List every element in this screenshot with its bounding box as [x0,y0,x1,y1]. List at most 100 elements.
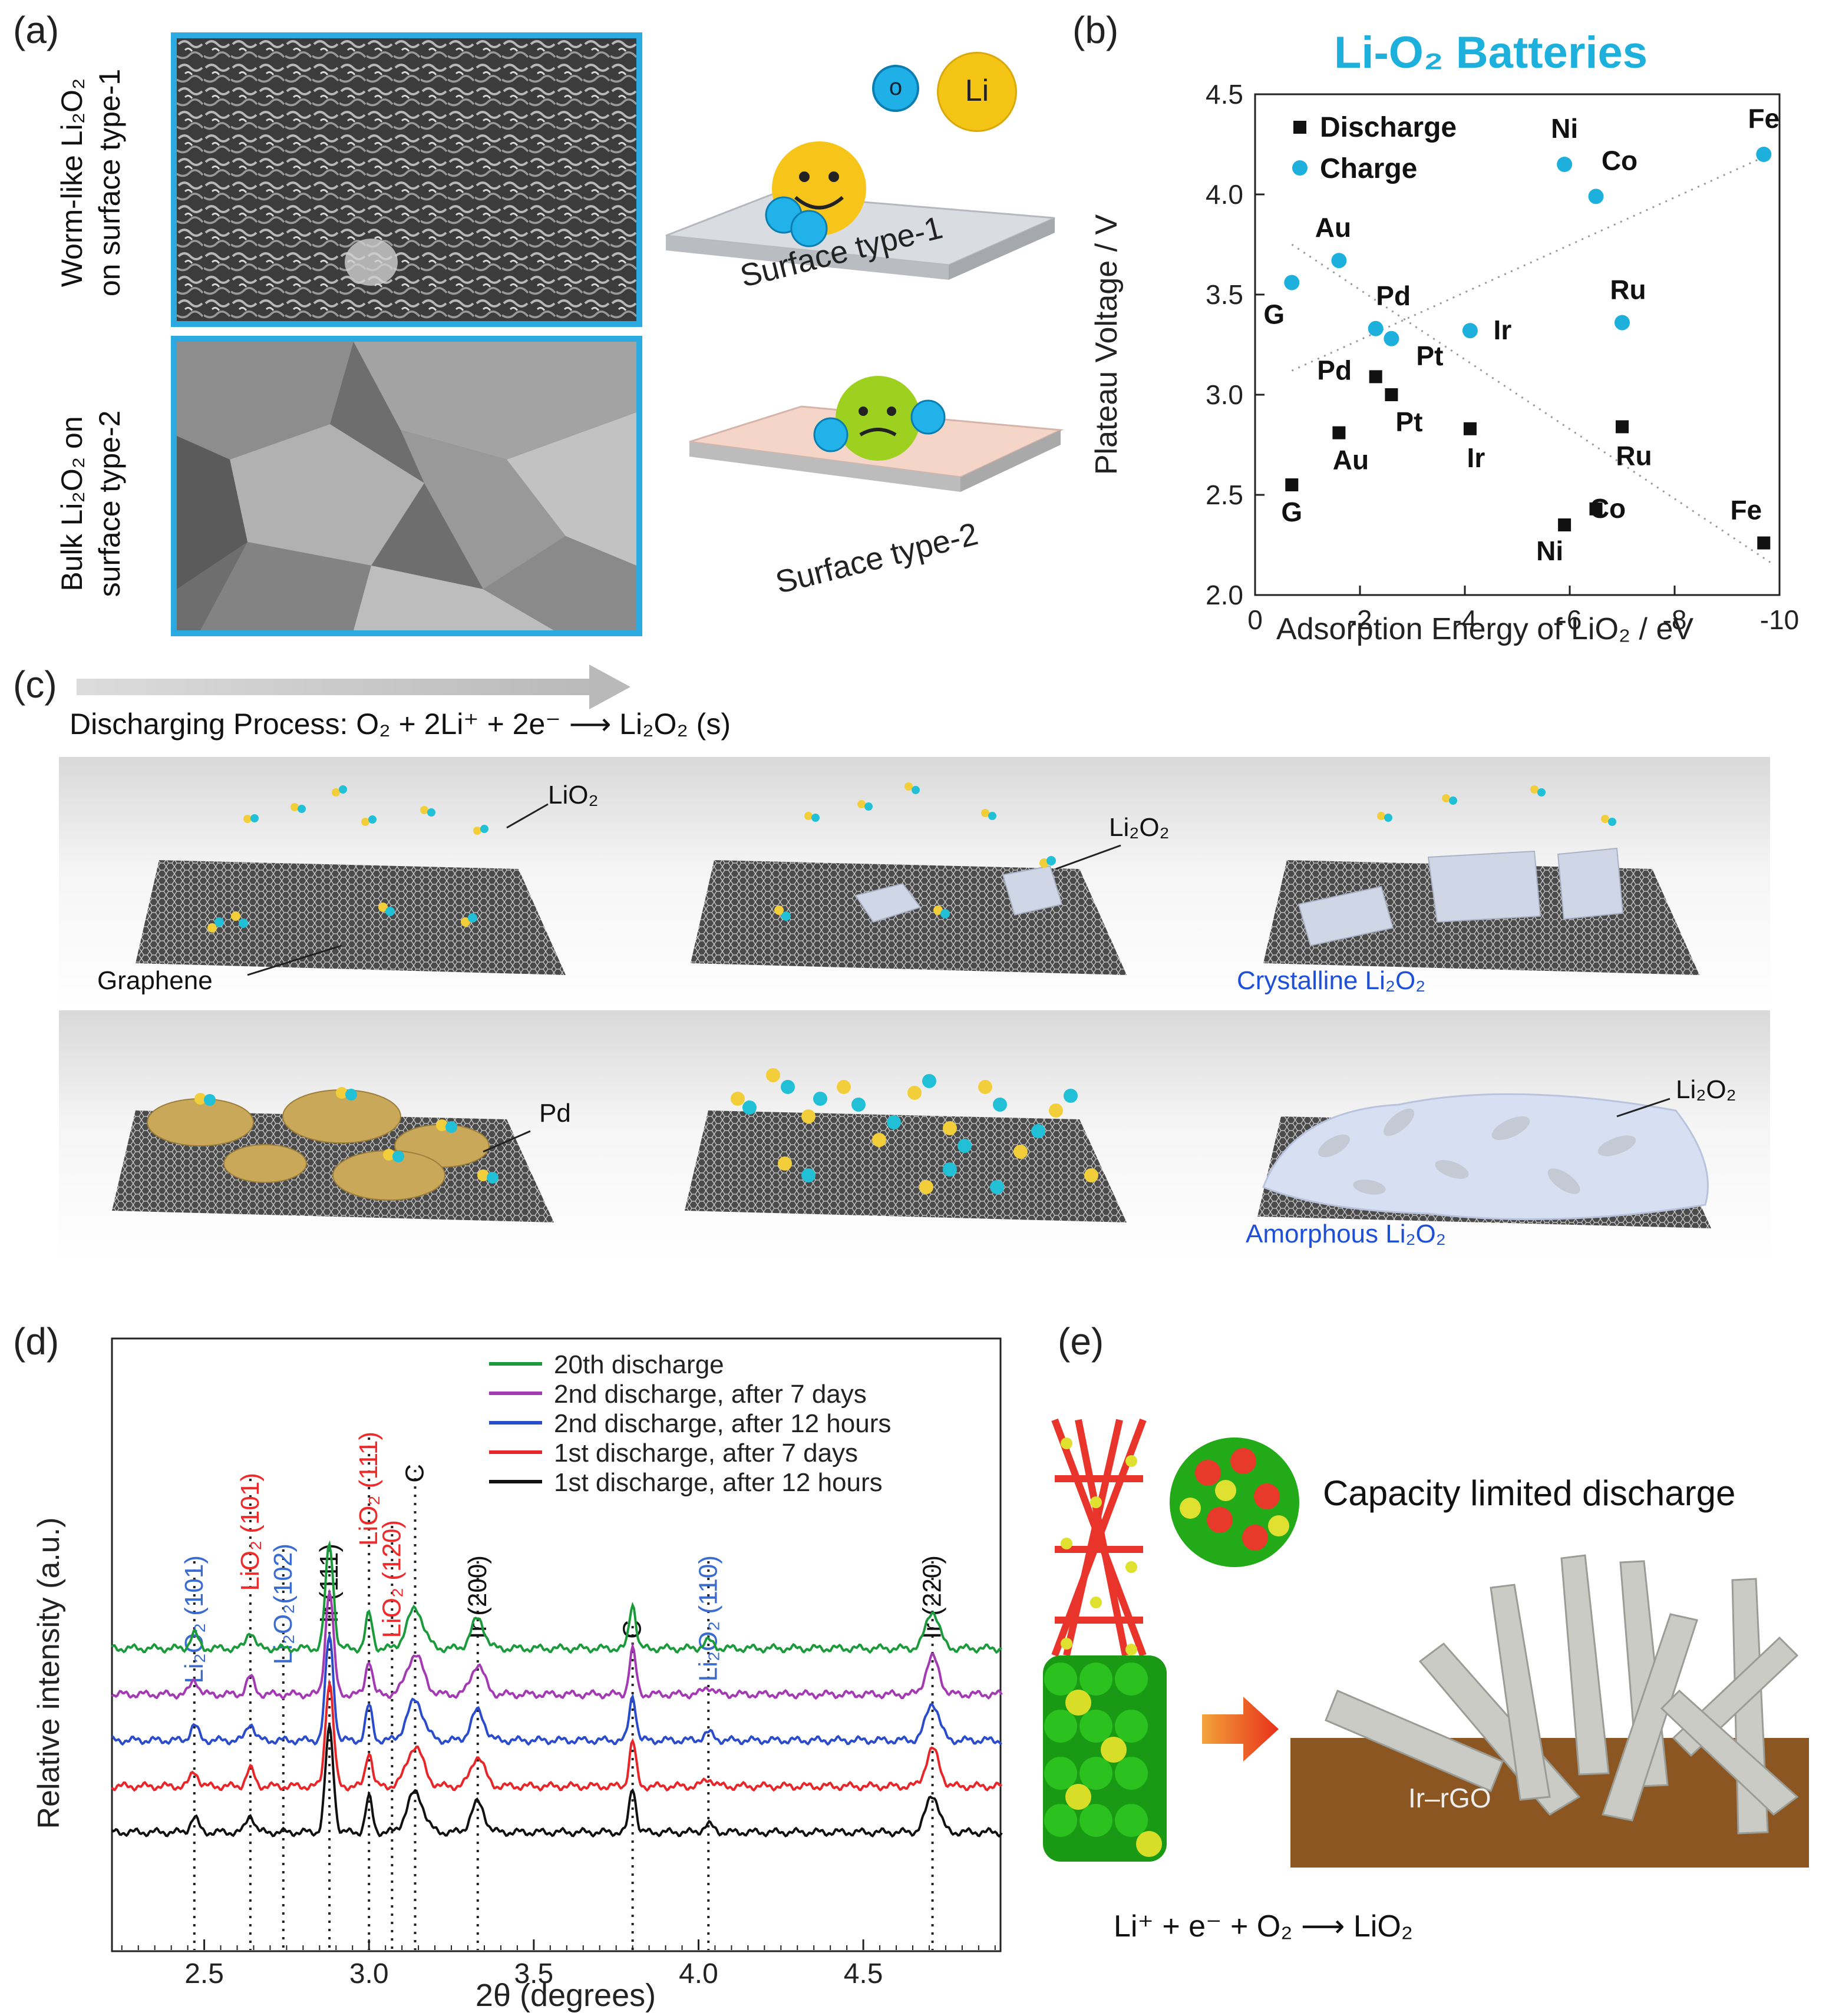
legend-label-2: 2nd discharge, after 7 days [554,1380,867,1409]
discharge-point-g [1285,478,1299,491]
reference-peak-label: C [618,1620,647,1639]
x-tick-label: -2 [1348,604,1372,635]
charge-point-ir [1462,323,1478,339]
graphene-label: Graphene [97,966,213,995]
li2o2-label-bottom: Li₂O₂ [1676,1075,1736,1104]
sem-image-worm-like [171,32,642,327]
surface-type-2-illustration [689,376,1064,492]
discharge-point-fe [1757,536,1771,550]
x-tick-label: 3.0 [349,1958,389,1989]
sem-image-bulk [171,336,642,636]
panel-e-illustration [1043,1418,1809,1868]
reference-peak-label: Li₂O₂ (110) [694,1555,722,1681]
charge-point-ru [1615,315,1630,331]
legend-discharge-label: Discharge [1320,112,1457,143]
xrd-pattern-chart: Li₂O₂ (101) LiO₂ (101)Li₂O₂(102) Ir (111) L… [32,1337,1003,2013]
reference-peak-label: Ir (220) [918,1555,947,1639]
point-label-co: Co [1590,493,1626,524]
discharge-point-ni [1558,518,1572,531]
point-label-ni: Ni [1536,536,1563,566]
point-label-pt: Pt [1416,341,1443,371]
lio2-label: LiO₂ [548,781,599,809]
panel-label-d: (d) [13,1320,60,1363]
crystalline-li2o2-label: Crystalline Li₂O₂ [1237,966,1426,995]
lithium-atom-icon [937,52,1017,132]
discharge-point-ir [1463,422,1477,435]
y-tick-label: 4.5 [1206,79,1243,110]
discharge-point-pd [1369,370,1382,384]
surface-type-1-illustration [665,141,1055,280]
legend-o-label: o [889,74,903,100]
panel-c-stage3-crystalline: Crystalline Li₂O₂ [1204,757,1770,1010]
panel-c-stage2-nucleation: Li₂O₂ [632,757,1204,1010]
x-tick-label: -4 [1453,604,1477,635]
y-tick-label: 3.0 [1206,379,1243,410]
point-label-fe: Fe [1730,495,1762,526]
capacity-limited-caption: Capacity limited discharge [1323,1473,1736,1513]
lio2-reaction-equation: Li⁺ + e⁻ + O₂ ⟶ LiO₂ [1114,1909,1413,1944]
charge-point-pd [1368,320,1384,336]
process-arrow-head-icon [589,665,630,709]
panel-c-stage1-graphene: LiO₂ Graphene [59,757,632,1010]
legend-li-label: Li [965,74,989,108]
legend-label-4: 1st discharge, after 7 days [554,1439,858,1468]
plateau-voltage-chart: Li-O₂ Batteries 0 -2 -4 -6 -8 -10 2.0 2.5 3.0 3.5… [1090,28,1799,646]
y-tick-label: 2.5 [1206,480,1243,510]
chart-b-xlabel: Adsorption Energy of LiO₂ / eV [1276,612,1693,646]
reference-peak-label: Li₂O₂(102) [269,1544,298,1664]
reference-peak-label: Ir (111) [315,1544,344,1623]
discharge-point-au [1332,426,1346,439]
chart-d-xlabel: 2θ (degrees) [476,1978,656,2013]
charge-point-au [1331,253,1347,269]
legend-charge-marker [1292,160,1308,176]
charge-point-pt [1384,331,1399,346]
legend-label-5: 1st discharge, after 12 hours [554,1468,883,1497]
point-label-fe: Fe [1748,103,1780,134]
discharge-point-pt [1385,388,1398,401]
chart-b-axes-box [1254,93,1781,596]
chart-d-series-lines [111,1540,1003,1838]
x-tick-label: 2.5 [184,1958,224,1989]
sem-top-label: Worm-like Li₂O₂ on surface type-1 [55,68,126,297]
chart-d-axes-box [111,1337,1002,1952]
discharging-process-equation: Discharging Process: O₂ + 2Li⁺ + 2e⁻ ⟶ L… [70,708,731,741]
chart-d-ticks: 2.5 3.0 3.5 4.0 4.5 [121,1939,996,1989]
point-label-ni: Ni [1551,113,1578,144]
chart-b-legend: Discharge Charge [1292,112,1457,184]
point-label-g: G [1281,497,1302,527]
chart-b-ticks: 0 -2 -4 -6 -8 -10 2.0 2.5 3.0 3.5 4.0 4.5 [1206,79,1799,635]
x-tick-label: -8 [1663,604,1687,635]
x-tick-label: 0 [1247,604,1263,635]
point-label-pt: Pt [1395,406,1422,437]
amorphous-li2o2-label: Amorphous Li₂O₂ [1246,1219,1446,1248]
chart-d-frame [111,1337,1002,1952]
discharge-point-co [1589,502,1603,515]
x-tick-label: 3.5 [514,1958,553,1989]
reference-peak-label: C [401,1464,430,1483]
xrd-trace-4 [111,1678,1003,1792]
charge-point-ni [1557,157,1573,172]
panel-label-c: (c) [13,663,57,706]
legend-label-1: 20th discharge [554,1350,724,1379]
point-label-pd: Pd [1376,280,1411,311]
point-label-ir: Ir [1467,442,1485,473]
chart-d-ylabel: Relative intensity (a.u.) [32,1518,66,1829]
x-tick-label: -10 [1760,604,1799,635]
point-label-au: Au [1333,445,1369,475]
xrd-trace-5 [111,1724,1003,1838]
pd-label: Pd [539,1099,571,1128]
ir-rgo-label: Ir–rGO [1408,1783,1491,1813]
point-label-ru: Ru [1610,275,1646,305]
x-tick-label: -6 [1558,604,1582,635]
panel-c-stage1-pd: Pd [59,1010,632,1264]
chart-b-ylabel: Plateau Voltage / V [1090,214,1124,475]
trendline-discharge [1291,243,1775,566]
x-tick-label: 4.5 [844,1958,883,1989]
process-arrow-bar [77,679,595,695]
panel-label-a: (a) [13,9,60,51]
trendline-charge [1291,151,1775,372]
point-label-ir: Ir [1494,315,1512,345]
chart-b-title: Li-O₂ Batteries [1334,28,1648,78]
